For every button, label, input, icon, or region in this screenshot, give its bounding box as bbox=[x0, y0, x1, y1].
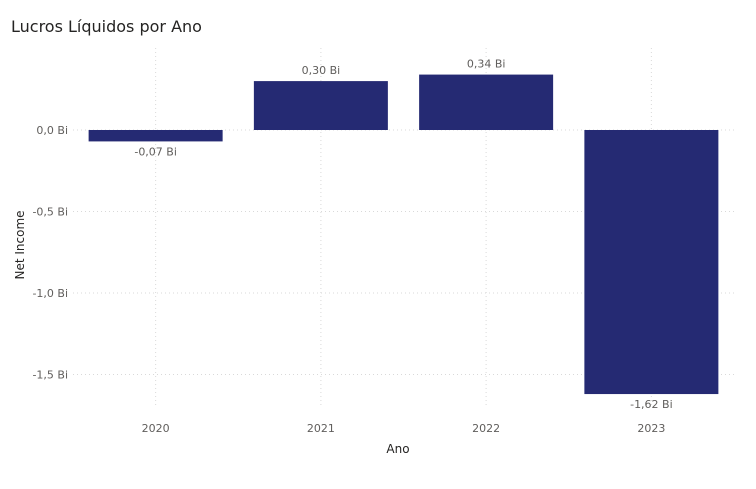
chart-title: Lucros Líquidos por Ano bbox=[11, 17, 202, 36]
data-label-2022: 0,34 Bi bbox=[467, 58, 506, 71]
labels-layer: 0,0 Bi -0,5 Bi -1,0 Bi -1,5 Bi -0,07 Bi 2020 0… bbox=[32, 58, 672, 435]
bar-2022[interactable] bbox=[419, 74, 554, 130]
bar-2021[interactable] bbox=[253, 81, 388, 130]
data-label-2023: -1,62 Bi bbox=[630, 398, 673, 411]
data-label-2021: 0,30 Bi bbox=[302, 64, 341, 77]
bar-2020[interactable] bbox=[88, 130, 223, 142]
data-label-2020: -0,07 Bi bbox=[134, 145, 177, 158]
x-tick-label: 2022 bbox=[472, 422, 500, 435]
y-tick-label: 0,0 Bi bbox=[36, 124, 68, 137]
y-axis-title: Net Income bbox=[13, 210, 27, 279]
bar-2023[interactable] bbox=[584, 130, 719, 395]
bars-layer bbox=[88, 74, 719, 395]
x-axis-title: Ano bbox=[386, 442, 409, 456]
x-tick-label: 2020 bbox=[142, 422, 170, 435]
y-tick-label: -1,0 Bi bbox=[32, 287, 68, 300]
y-tick-label: -1,5 Bi bbox=[32, 369, 68, 382]
y-tick-label: -0,5 Bi bbox=[32, 206, 68, 219]
x-tick-label: 2023 bbox=[637, 422, 665, 435]
x-tick-label: 2021 bbox=[307, 422, 335, 435]
